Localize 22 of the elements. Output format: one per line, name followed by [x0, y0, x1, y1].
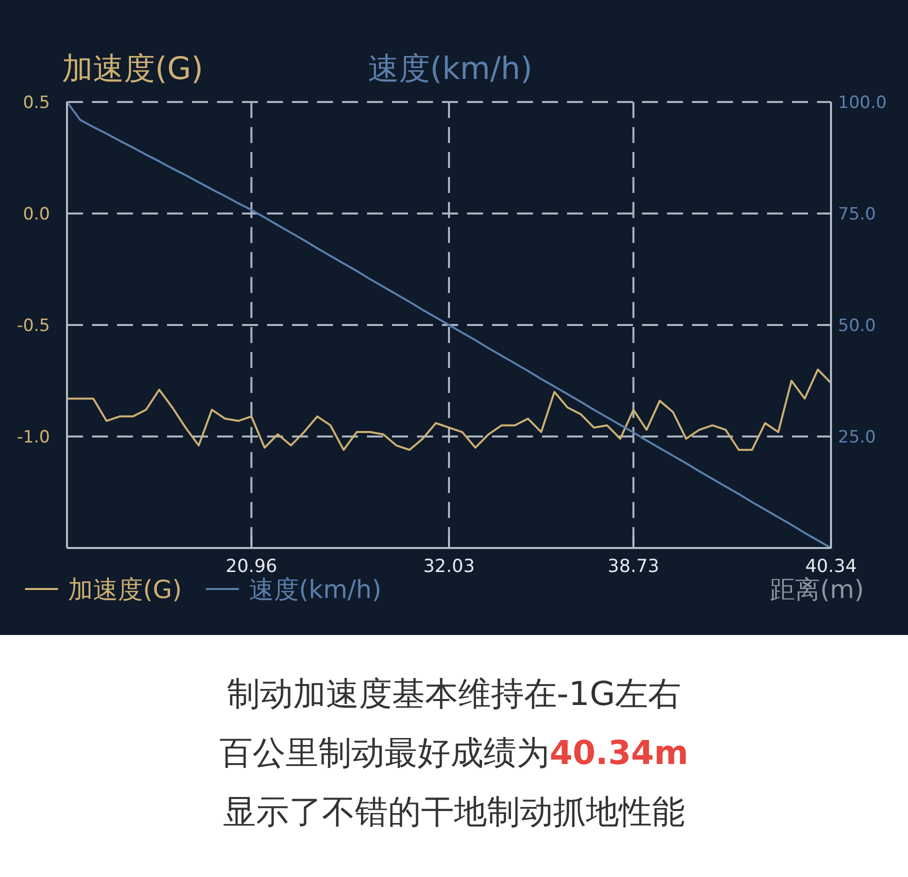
legend-label: 加速度(G): [68, 575, 182, 604]
y-tick-label: -1.0: [16, 428, 50, 448]
text: 制动加速度基本维持在-1G左右: [226, 673, 682, 715]
line-series: [66, 101, 832, 549]
y-tick-label: -0.5: [16, 316, 50, 336]
y2-tick-label: 75.0: [838, 204, 876, 224]
y2-tick-label: 100.0: [838, 93, 887, 113]
x-tick-label: 38.73: [608, 556, 660, 577]
text: 百公里制动最好成绩为40.34m: [218, 732, 690, 774]
x-tick-label: 20.96: [226, 556, 278, 577]
y2-tick-label: 25.0: [838, 428, 876, 448]
y-axis-title: 加速度(G): [62, 51, 204, 87]
y2-axis-title: 速度(km/h): [368, 51, 532, 87]
legend-label: 速度(km/h): [248, 575, 382, 604]
x-tick-label: 32.03: [423, 556, 475, 577]
y-tick-label: 0.5: [22, 93, 50, 113]
line-series: [66, 368, 832, 451]
text: 显示了不错的干地制动抓地性能: [222, 791, 686, 833]
x-axis-title: 距离(m): [770, 575, 864, 604]
y2-tick-label: 50.0: [838, 316, 876, 336]
y-tick-label: 0.0: [22, 204, 50, 224]
x-tick-label: 40.34: [805, 556, 857, 577]
